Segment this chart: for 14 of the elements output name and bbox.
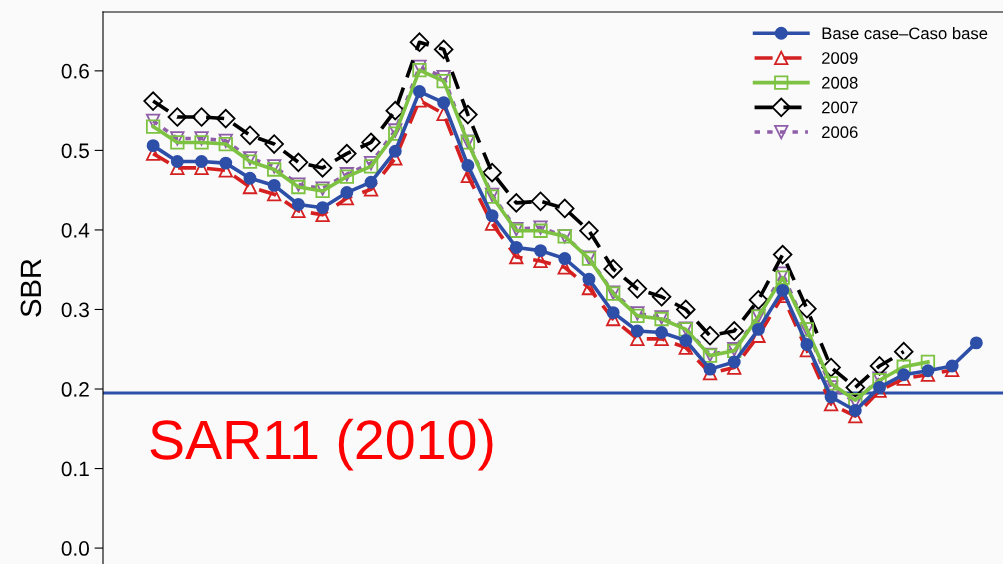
y-tick-label: 0.1	[61, 461, 89, 477]
legend-label: 2009	[822, 52, 858, 64]
y-tick-label: 0.6	[61, 63, 89, 79]
y-tick-label: 0.4	[61, 222, 90, 238]
y-tick-label: 0.0	[61, 541, 89, 556]
legend-label: 2006	[822, 126, 858, 139]
y-axis-title: SBR	[20, 259, 42, 317]
annotation: SAR11 (2010)	[150, 418, 493, 471]
legend-label: Base case–Caso base	[822, 27, 988, 40]
legend-label: 2007	[822, 101, 858, 114]
y-tick-label: 0.2	[61, 382, 89, 397]
y-tick-label: 0.5	[61, 143, 89, 159]
legend-label: 2008	[822, 76, 858, 89]
y-tick-label: 0.3	[61, 302, 89, 318]
